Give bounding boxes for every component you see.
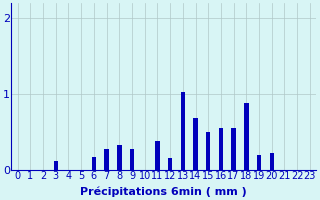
Bar xyxy=(92,157,96,170)
Bar xyxy=(193,118,198,170)
Bar xyxy=(257,155,261,170)
Bar xyxy=(269,153,274,170)
Bar xyxy=(206,132,211,170)
Bar xyxy=(244,103,249,170)
Bar xyxy=(219,128,223,170)
Bar xyxy=(117,145,122,170)
Bar xyxy=(155,141,160,170)
Bar xyxy=(180,92,185,170)
Bar xyxy=(231,128,236,170)
Bar xyxy=(130,149,134,170)
Bar xyxy=(53,161,58,170)
Bar xyxy=(168,158,172,170)
Bar xyxy=(104,149,109,170)
X-axis label: Précipitations 6min ( mm ): Précipitations 6min ( mm ) xyxy=(80,187,247,197)
